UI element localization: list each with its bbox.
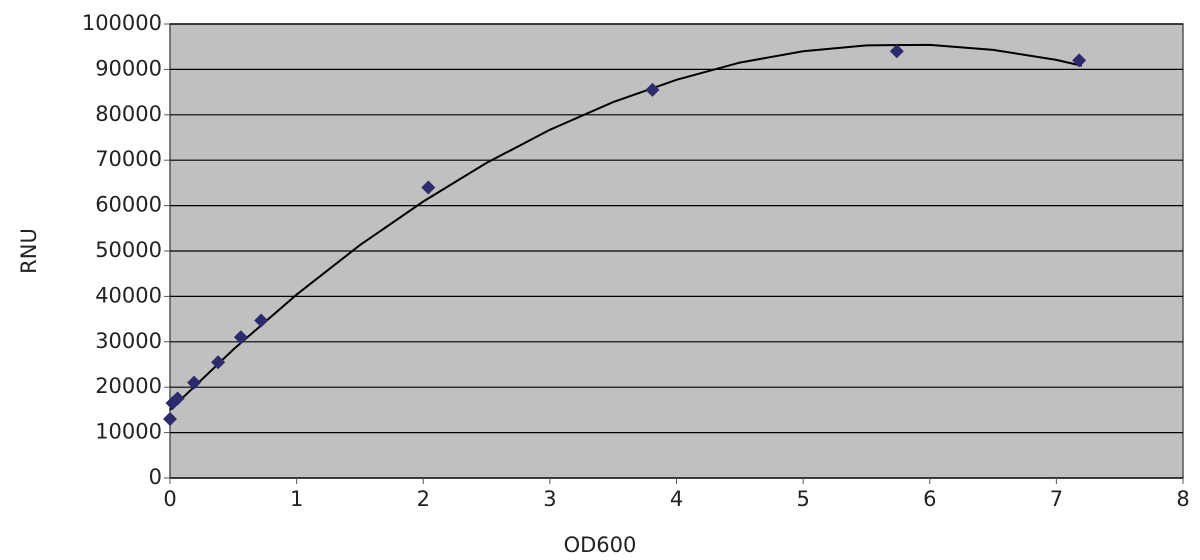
x-tick-label: 4	[670, 487, 683, 511]
y-tick-label: 100000	[82, 11, 162, 35]
y-tick-label: 90000	[95, 56, 162, 80]
x-tick-label: 7	[1050, 487, 1063, 511]
y-tick-label: 50000	[95, 238, 162, 262]
x-tick-label: 3	[543, 487, 556, 511]
data-point	[421, 180, 436, 195]
data-point	[254, 313, 269, 328]
y-tick-label: 40000	[95, 283, 162, 307]
data-point	[163, 411, 177, 426]
data-point	[233, 330, 248, 345]
y-tick-label: 60000	[95, 193, 162, 217]
y-axis-label: RNU	[17, 228, 41, 274]
x-tick-label: 6	[923, 487, 936, 511]
data-point	[170, 391, 185, 406]
data-point	[1072, 53, 1087, 68]
data-point	[211, 355, 226, 370]
x-tick-label: 8	[1176, 487, 1189, 511]
y-tick-label: 0	[149, 465, 162, 489]
y-tick-label: 80000	[95, 102, 162, 126]
data-point	[187, 375, 202, 390]
y-tick-label: 20000	[95, 374, 162, 398]
y-tick-label: 70000	[95, 147, 162, 171]
x-tick-label: 1	[290, 487, 303, 511]
y-tick-label: 30000	[95, 329, 162, 353]
data-point	[889, 44, 904, 59]
x-tick-label: 5	[796, 487, 809, 511]
y-tick-label: 10000	[95, 420, 162, 444]
x-axis-label: OD600	[564, 533, 637, 557]
trendline	[169, 43, 1082, 411]
x-tick-label: 0	[163, 487, 176, 511]
x-tick-label: 2	[417, 487, 430, 511]
data-point	[645, 82, 660, 97]
